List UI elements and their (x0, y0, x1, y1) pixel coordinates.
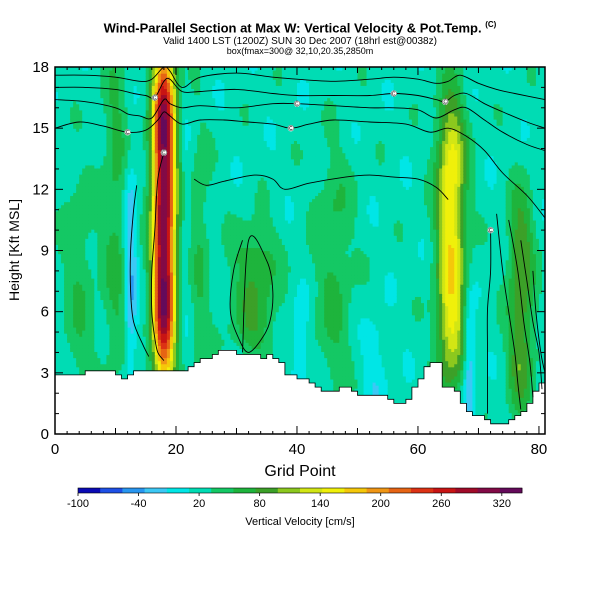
cross-section-chart: © ©©©© ©©© 0 20 40 60 80 0369121518 Grid Point… (0, 0, 600, 600)
